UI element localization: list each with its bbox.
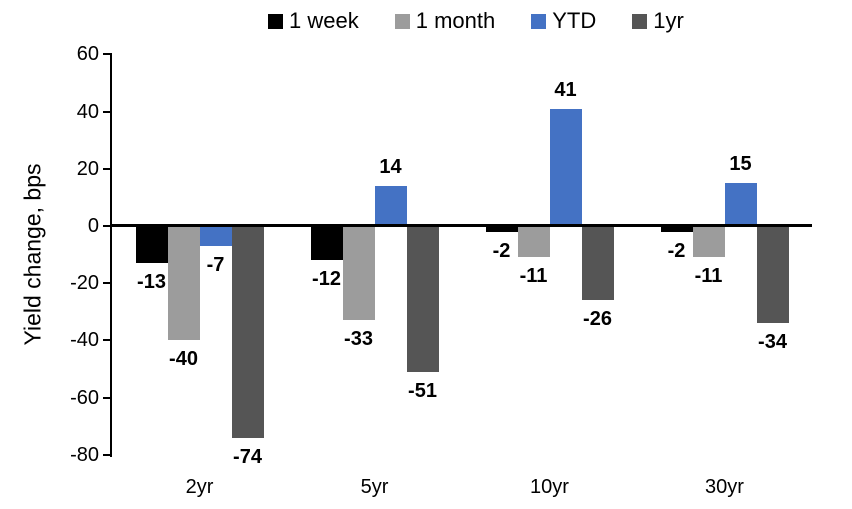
- bar-30yr-1yr: [756, 226, 789, 324]
- y-axis-tick-label: -40: [70, 329, 99, 352]
- bar-2yr-1yr: [231, 226, 264, 438]
- y-axis-tick: [103, 110, 112, 113]
- data-label-30yr-1-month: -11: [694, 265, 723, 288]
- data-label-5yr-1yr: -51: [408, 379, 437, 402]
- y-axis-tick-label: 40: [76, 100, 99, 123]
- x-axis-label-2yr: 2yr: [185, 476, 214, 498]
- data-label-2yr-1yr: -74: [233, 445, 262, 468]
- y-axis-tick: [103, 53, 112, 56]
- x-axis-label-10yr: 10yr: [530, 476, 569, 498]
- legend-swatch-icon: [394, 13, 410, 29]
- legend-label: 1 week: [289, 8, 359, 33]
- y-axis-tick: [103, 396, 112, 399]
- legend-swatch-icon: [268, 13, 283, 29]
- bar-2yr-1-week: [135, 226, 168, 264]
- legend-item-ytd: YTD: [531, 8, 596, 34]
- bar-5yr-1yr: [406, 226, 439, 372]
- chart-legend: 1 week 1 month YTD 1yr: [268, 8, 684, 34]
- legend-swatch-icon: [531, 13, 547, 29]
- legend-label: 1 month: [415, 8, 496, 33]
- legend-item-1-week: 1 week: [268, 8, 359, 34]
- data-label-10yr-1-week: -2: [492, 239, 511, 262]
- data-label-10yr-1yr: -26: [583, 308, 612, 331]
- y-axis-tick-label: 60: [76, 43, 99, 66]
- legend-item-1-month: 1 month: [394, 8, 496, 34]
- legend-item-1yr: 1yr: [632, 8, 684, 34]
- bar-10yr-1-month: [517, 226, 550, 258]
- y-axis-line: [110, 53, 112, 457]
- y-axis-tick: [103, 167, 112, 170]
- bar-5yr-ytd: [374, 185, 407, 226]
- data-label-5yr-1-month: -33: [344, 328, 373, 351]
- y-axis-tick: [103, 225, 112, 227]
- bar-10yr-1yr: [581, 226, 614, 301]
- data-label-10yr-ytd: 41: [554, 78, 577, 101]
- data-label-30yr-1yr: -34: [758, 331, 787, 354]
- y-axis-tick-label: -80: [70, 443, 99, 466]
- y-axis-tick: [103, 282, 112, 285]
- data-label-30yr-ytd: 15: [729, 153, 752, 176]
- bar-5yr-1-month: [342, 226, 375, 321]
- x-axis-label-30yr: 30yr: [705, 476, 744, 498]
- bar-30yr-1-week: [660, 226, 693, 232]
- x-axis-label-5yr: 5yr: [360, 476, 389, 498]
- bar-2yr-ytd: [199, 226, 232, 247]
- bar-2yr-1-month: [167, 226, 200, 341]
- legend-swatch-icon: [632, 13, 648, 29]
- zero-axis-line: [112, 224, 812, 227]
- data-label-2yr-ytd: -7: [206, 254, 225, 277]
- y-axis-tick: [103, 453, 112, 456]
- y-axis-tick-label: -20: [70, 272, 99, 295]
- bar-30yr-ytd: [724, 183, 757, 226]
- legend-label: 1yr: [653, 8, 684, 33]
- bar-30yr-1-month: [692, 226, 725, 258]
- y-axis-tick-label: 20: [76, 157, 99, 180]
- bar-10yr-1-week: [485, 226, 518, 232]
- y-axis-tick-label: -60: [70, 386, 99, 409]
- y-axis-tick-label: 0: [87, 215, 99, 237]
- y-axis-tick: [103, 339, 112, 342]
- data-label-5yr-1-week: -12: [312, 268, 341, 291]
- bar-5yr-1-week: [310, 226, 343, 261]
- data-label-5yr-ytd: 14: [379, 155, 402, 178]
- legend-label: YTD: [552, 8, 597, 33]
- data-label-10yr-1-month: -11: [519, 265, 548, 288]
- data-label-2yr-1-week: -13: [137, 271, 166, 294]
- data-label-2yr-1-month: -40: [169, 348, 198, 371]
- data-label-30yr-1-week: -2: [667, 239, 686, 262]
- bar-10yr-ytd: [549, 108, 582, 226]
